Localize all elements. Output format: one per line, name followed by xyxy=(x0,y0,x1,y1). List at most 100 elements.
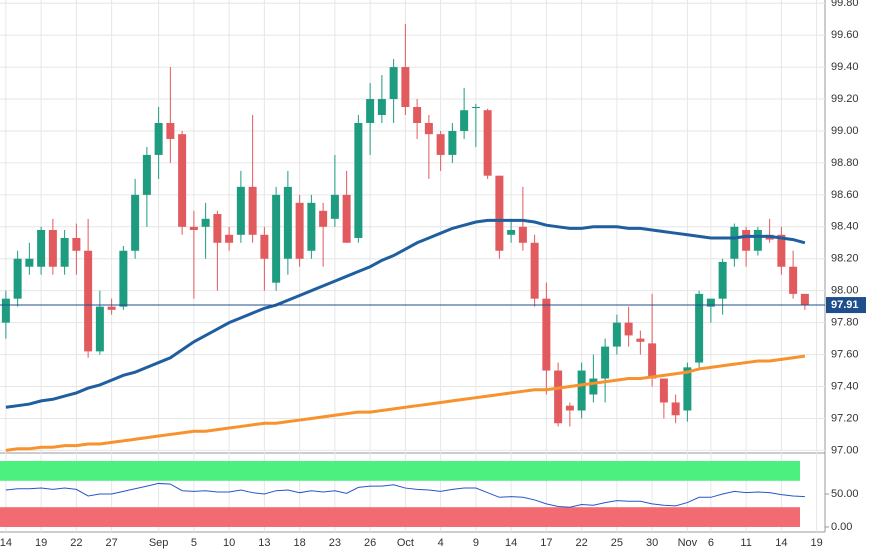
x-tick-label: 19 xyxy=(811,537,823,549)
y-tick-label: 98.80 xyxy=(831,157,859,169)
x-tick-label: 4 xyxy=(438,537,444,549)
candle-body xyxy=(471,107,480,109)
y-tick-label: 97.80 xyxy=(831,317,859,329)
candle-body xyxy=(1,298,10,323)
candle-body xyxy=(659,378,668,403)
y-tick-label: 98.00 xyxy=(831,285,859,297)
band xyxy=(0,461,800,481)
candle-body xyxy=(389,67,398,100)
candle-body xyxy=(13,258,22,299)
x-tick-label: 13 xyxy=(258,537,270,549)
x-tick-label: 23 xyxy=(329,537,341,549)
candle-body xyxy=(154,122,163,155)
x-tick-label: 30 xyxy=(646,537,658,549)
candle-body xyxy=(589,378,598,395)
candle-body xyxy=(507,229,516,235)
y-tick-label: 98.20 xyxy=(831,253,859,265)
candle-body xyxy=(424,122,433,135)
y-tick-label: 97.60 xyxy=(831,348,859,360)
candle-body xyxy=(37,229,46,267)
candle-body xyxy=(483,110,492,176)
last-price-box xyxy=(826,297,866,314)
candle-body xyxy=(742,229,751,251)
candle-body xyxy=(683,367,692,411)
candle-body xyxy=(283,186,292,259)
candle-body xyxy=(436,134,445,155)
candle-body xyxy=(201,218,210,227)
candle-body xyxy=(319,210,328,227)
x-tick-label: 6 xyxy=(708,537,714,549)
last-price-label: 97.91 xyxy=(831,299,859,311)
x-tick-label: Oct xyxy=(397,537,414,549)
x-tick-label: 11 xyxy=(740,537,751,549)
y-tick-label: 97.00 xyxy=(831,444,859,456)
candle-body xyxy=(236,186,245,235)
candle-body xyxy=(330,194,339,219)
candle-body xyxy=(554,370,563,424)
candle-body xyxy=(753,229,762,251)
candle-body xyxy=(272,194,281,283)
candle-body xyxy=(777,234,786,267)
candle-body xyxy=(84,250,93,352)
candle-body xyxy=(800,293,809,306)
candle-body xyxy=(448,130,457,155)
candle-body xyxy=(248,186,257,235)
moving-average xyxy=(5,218,806,409)
x-tick-label: 17 xyxy=(540,537,552,549)
x-tick-label: 5 xyxy=(191,537,197,549)
candle-body xyxy=(636,338,645,342)
x-tick-label: 27 xyxy=(106,537,118,549)
candle-body xyxy=(366,99,375,123)
candle-body xyxy=(119,250,128,307)
candle-body xyxy=(213,214,222,243)
candle-body xyxy=(648,343,657,379)
band xyxy=(0,507,800,527)
candle-body xyxy=(307,202,316,251)
candle-body xyxy=(460,110,469,131)
candle-body xyxy=(295,202,304,259)
y-tick-label: 98.40 xyxy=(831,221,859,233)
candle-body xyxy=(542,298,551,371)
y-tick-label: 97.20 xyxy=(831,412,859,424)
candle-body xyxy=(342,194,351,243)
candle-body xyxy=(107,306,116,310)
candle-body xyxy=(671,402,680,416)
y-tick-label: 99.00 xyxy=(831,125,859,137)
candle-body xyxy=(142,154,151,195)
y-tick-label: 98.60 xyxy=(831,189,859,201)
candle-body xyxy=(48,229,57,267)
x-tick-label: 9 xyxy=(473,537,479,549)
candle-body xyxy=(718,261,727,299)
candle-body xyxy=(131,194,140,251)
candle-body xyxy=(565,405,574,411)
x-tick-label: 22 xyxy=(70,537,82,549)
candle-body xyxy=(518,226,527,243)
candle-body xyxy=(601,346,610,379)
y-tick-label: 99.60 xyxy=(831,29,859,41)
indicator-line xyxy=(5,482,805,508)
x-tick-label: 25 xyxy=(611,537,623,549)
x-tick-label: 26 xyxy=(364,537,376,549)
candle-body xyxy=(95,306,104,352)
candle-body xyxy=(401,67,410,108)
candle-body xyxy=(413,107,422,123)
candle-body xyxy=(377,99,386,115)
candle-body xyxy=(178,134,187,227)
y-tick-label: 99.80 xyxy=(831,0,859,9)
candle-body xyxy=(577,370,586,411)
candle-body xyxy=(60,237,69,267)
y-tick-label: 50.00 xyxy=(831,488,859,500)
y-tick-label: 97.40 xyxy=(831,380,859,392)
candle-body xyxy=(789,266,798,294)
x-tick-label: 10 xyxy=(223,537,235,549)
y-tick-label: 0.00 xyxy=(831,521,852,533)
candle-body xyxy=(530,242,539,299)
x-tick-label: 14 xyxy=(505,537,517,549)
x-tick-label: 18 xyxy=(294,537,306,549)
x-tick-label: 14 xyxy=(775,537,787,549)
y-tick-label: 99.40 xyxy=(831,61,859,73)
x-tick-label: Nov xyxy=(678,537,698,549)
x-tick-label: 22 xyxy=(576,537,588,549)
